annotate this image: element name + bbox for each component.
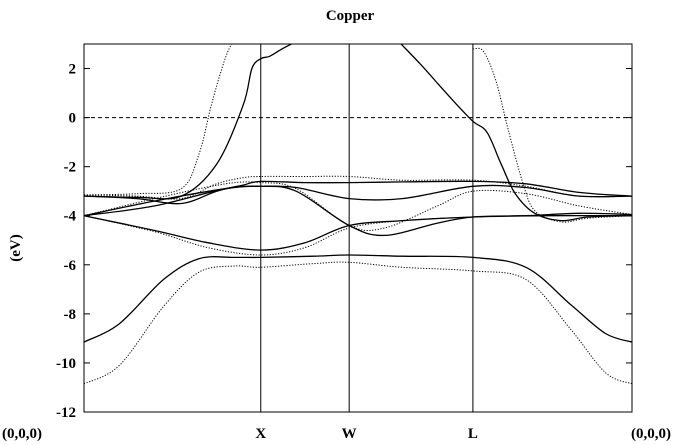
y-tick-label: 2: [69, 62, 77, 78]
y-tick-label: -12: [56, 405, 76, 421]
x-point-label: (0,0,0): [2, 426, 42, 442]
band-line-solid: [84, 184, 632, 217]
x-point-label: X: [255, 426, 266, 442]
band-line-dotted: [84, 44, 233, 196]
plot-area: 2 0 -2 -4 -6 -8 -10 -12 (0,0,0) X W L (0,0,0): [2, 43, 671, 442]
y-tick-label: -8: [64, 307, 77, 323]
band-line-solid: [400, 44, 632, 222]
band-line-dotted: [84, 175, 632, 200]
y-tick-label: -2: [64, 160, 77, 176]
band-line-solid: [84, 180, 632, 205]
x-point-label: W: [342, 426, 357, 442]
y-tick-label: 0: [69, 111, 77, 127]
band-line-solid: [84, 214, 632, 251]
band-line-dotted: [472, 47, 632, 223]
band-line-dotted: [84, 261, 632, 385]
y-axis-label: (eV): [8, 234, 24, 261]
x-point-label: L: [468, 426, 478, 442]
y-tick-label: -4: [64, 209, 77, 225]
band-line-solid: [84, 254, 632, 343]
band-line-dotted: [84, 181, 632, 231]
band-line-solid: [84, 44, 293, 200]
y-tick-label: -10: [56, 356, 76, 372]
band-line-solid: [84, 185, 632, 237]
y-tick-label: -6: [64, 258, 77, 274]
plot-frame: [83, 43, 633, 413]
band-line-dotted: [84, 215, 632, 256]
x-point-label: (0,0,0): [631, 426, 671, 442]
chart-title: Copper: [326, 8, 375, 24]
